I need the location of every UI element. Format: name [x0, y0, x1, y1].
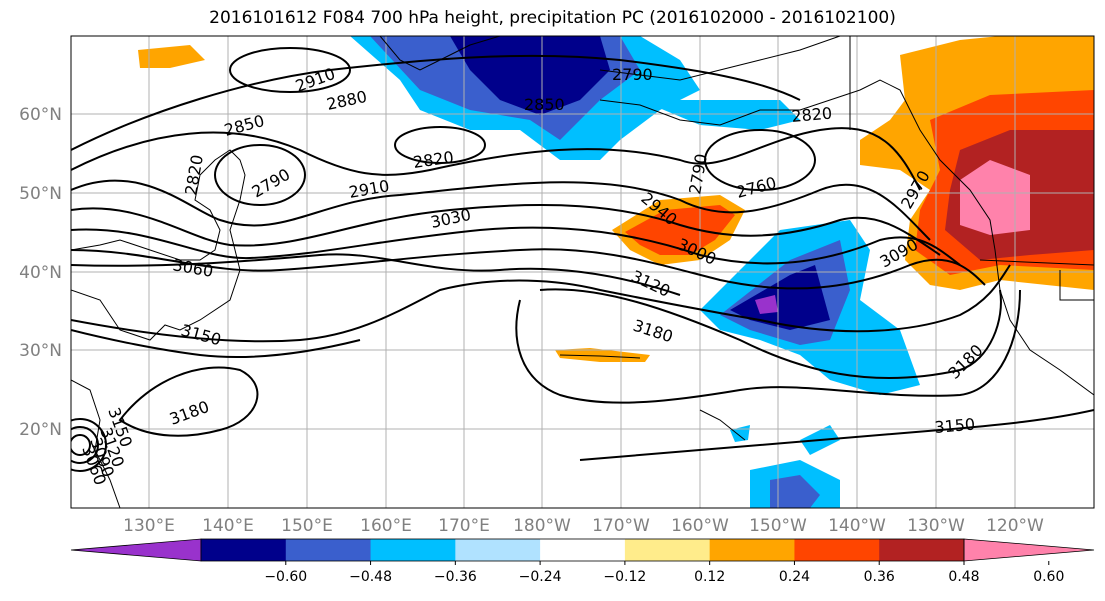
lon-label: 130°E: [123, 516, 175, 536]
lon-label: 160°E: [360, 516, 412, 536]
colorbar-swatch: [879, 539, 965, 561]
lon-label: 120°W: [986, 516, 1044, 536]
contour-label: 2820: [791, 104, 833, 126]
colorbar-swatch: [455, 539, 541, 561]
contour-label: 2850: [524, 95, 565, 114]
colorbar-label: −0.60: [264, 569, 307, 585]
colorbar-min-arrow: [70, 538, 202, 562]
lon-label: 160°W: [671, 516, 729, 536]
colorbar-label: 0.24: [779, 569, 810, 585]
lon-label: 130°W: [907, 516, 965, 536]
lon-label: 140°W: [828, 516, 886, 536]
colorbar-swatch: [624, 539, 711, 561]
precip-shading: [138, 36, 1094, 508]
lon-label: 150°W: [749, 516, 807, 536]
colorbar-swatch: [370, 539, 456, 561]
colorbar-swatch: [285, 539, 372, 561]
colorbar-label: −0.24: [519, 569, 562, 585]
colorbar-label: −0.36: [434, 569, 477, 585]
colorbar-label: −0.12: [603, 569, 646, 585]
lat-label: 60°N: [19, 105, 62, 125]
colorbar-max-arrow: [963, 538, 1095, 562]
coastlines: [71, 36, 1094, 508]
colorbar-label: 0.60: [1033, 569, 1064, 585]
contour-label: 3150: [934, 415, 976, 437]
lon-label: 180°W: [513, 516, 571, 536]
contour-label: 2790: [612, 65, 653, 84]
lat-label: 20°N: [19, 420, 62, 440]
latitude-labels: 60°N 50°N 40°N 30°N 20°N: [19, 105, 62, 440]
colorbar-swatch: [709, 539, 795, 561]
colorbar-swatch: [794, 539, 880, 561]
lon-label: 170°E: [438, 516, 490, 536]
map-border: [70, 35, 1095, 509]
colorbar-swatch: [540, 539, 626, 561]
map-title: 2016101612 F084 700 hPa height, precipit…: [209, 8, 896, 28]
lat-label: 30°N: [19, 341, 62, 361]
longitude-labels: 130°E 140°E 150°E 160°E 170°E 180°W 170°…: [123, 516, 1044, 536]
colorbar-label: 0.48: [948, 569, 979, 585]
colorbar-label: 0.12: [694, 569, 725, 585]
lon-label: 140°E: [202, 516, 254, 536]
height-contours: [71, 47, 1094, 472]
colorbar-swatch: [201, 539, 287, 561]
colorbar: −0.60 −0.48 −0.36 −0.24 −0.12 0.12 0.24 0.36 0.4…: [70, 538, 1095, 585]
lat-label: 50°N: [19, 184, 62, 204]
colorbar-label: −0.48: [349, 569, 392, 585]
lat-label: 40°N: [19, 263, 62, 283]
colorbar-label: 0.36: [864, 569, 895, 585]
colorbar-frame: [200, 538, 965, 562]
lon-label: 170°W: [592, 516, 650, 536]
lon-label: 150°E: [281, 516, 333, 536]
grid-lines: [71, 36, 1094, 508]
